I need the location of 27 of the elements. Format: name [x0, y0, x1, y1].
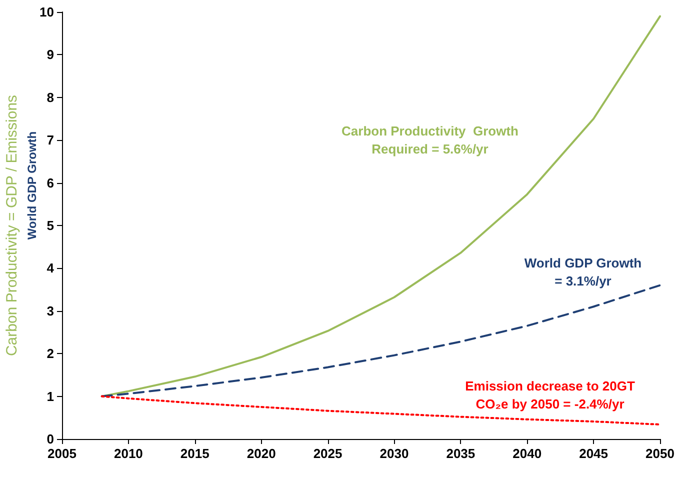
- line-series: [100, 395, 661, 426]
- x-tick-label: 2010: [114, 446, 143, 461]
- x-tick-label: 2025: [313, 446, 342, 461]
- annotation: Emission decrease to 20GT CO₂e by 2050 = -2.4%/yr: [465, 378, 635, 412]
- y-tick-label: 6: [46, 175, 54, 190]
- y-tick-label: 3: [46, 303, 54, 318]
- x-tick-label: 2040: [512, 446, 542, 461]
- annotation: World GDP Growth = 3.1%/yr: [524, 256, 642, 288]
- y-tick-label: 7: [46, 132, 54, 148]
- y-axis-title: Carbon Productivity = GDP / Emissions: [4, 94, 20, 356]
- y-tick-label: 2: [46, 346, 54, 362]
- y-tick-label: 9: [46, 47, 54, 62]
- text: World GDP Growth: [25, 131, 39, 240]
- x-tick-label: 2005: [48, 446, 76, 461]
- x-tick-label: 2020: [246, 446, 276, 461]
- y-tick-label: 8: [46, 90, 54, 105]
- y-tick-label: 5: [46, 218, 54, 233]
- y-tick-label: 10: [40, 4, 54, 20]
- x-tick-label: 2035: [446, 446, 476, 461]
- x-tick-label: 2045: [579, 446, 608, 461]
- x-tick-label: 2030: [380, 446, 409, 461]
- x-tick-label: 2050: [646, 446, 674, 461]
- y-tick-label: 1: [46, 388, 54, 404]
- y-tick-label: 0: [46, 432, 54, 446]
- annotation: Carbon Productivity Growth Required = 5.6%/yr: [342, 124, 519, 156]
- y-tick-label: 4: [46, 260, 55, 276]
- x-tick-label: 2015: [180, 446, 210, 461]
